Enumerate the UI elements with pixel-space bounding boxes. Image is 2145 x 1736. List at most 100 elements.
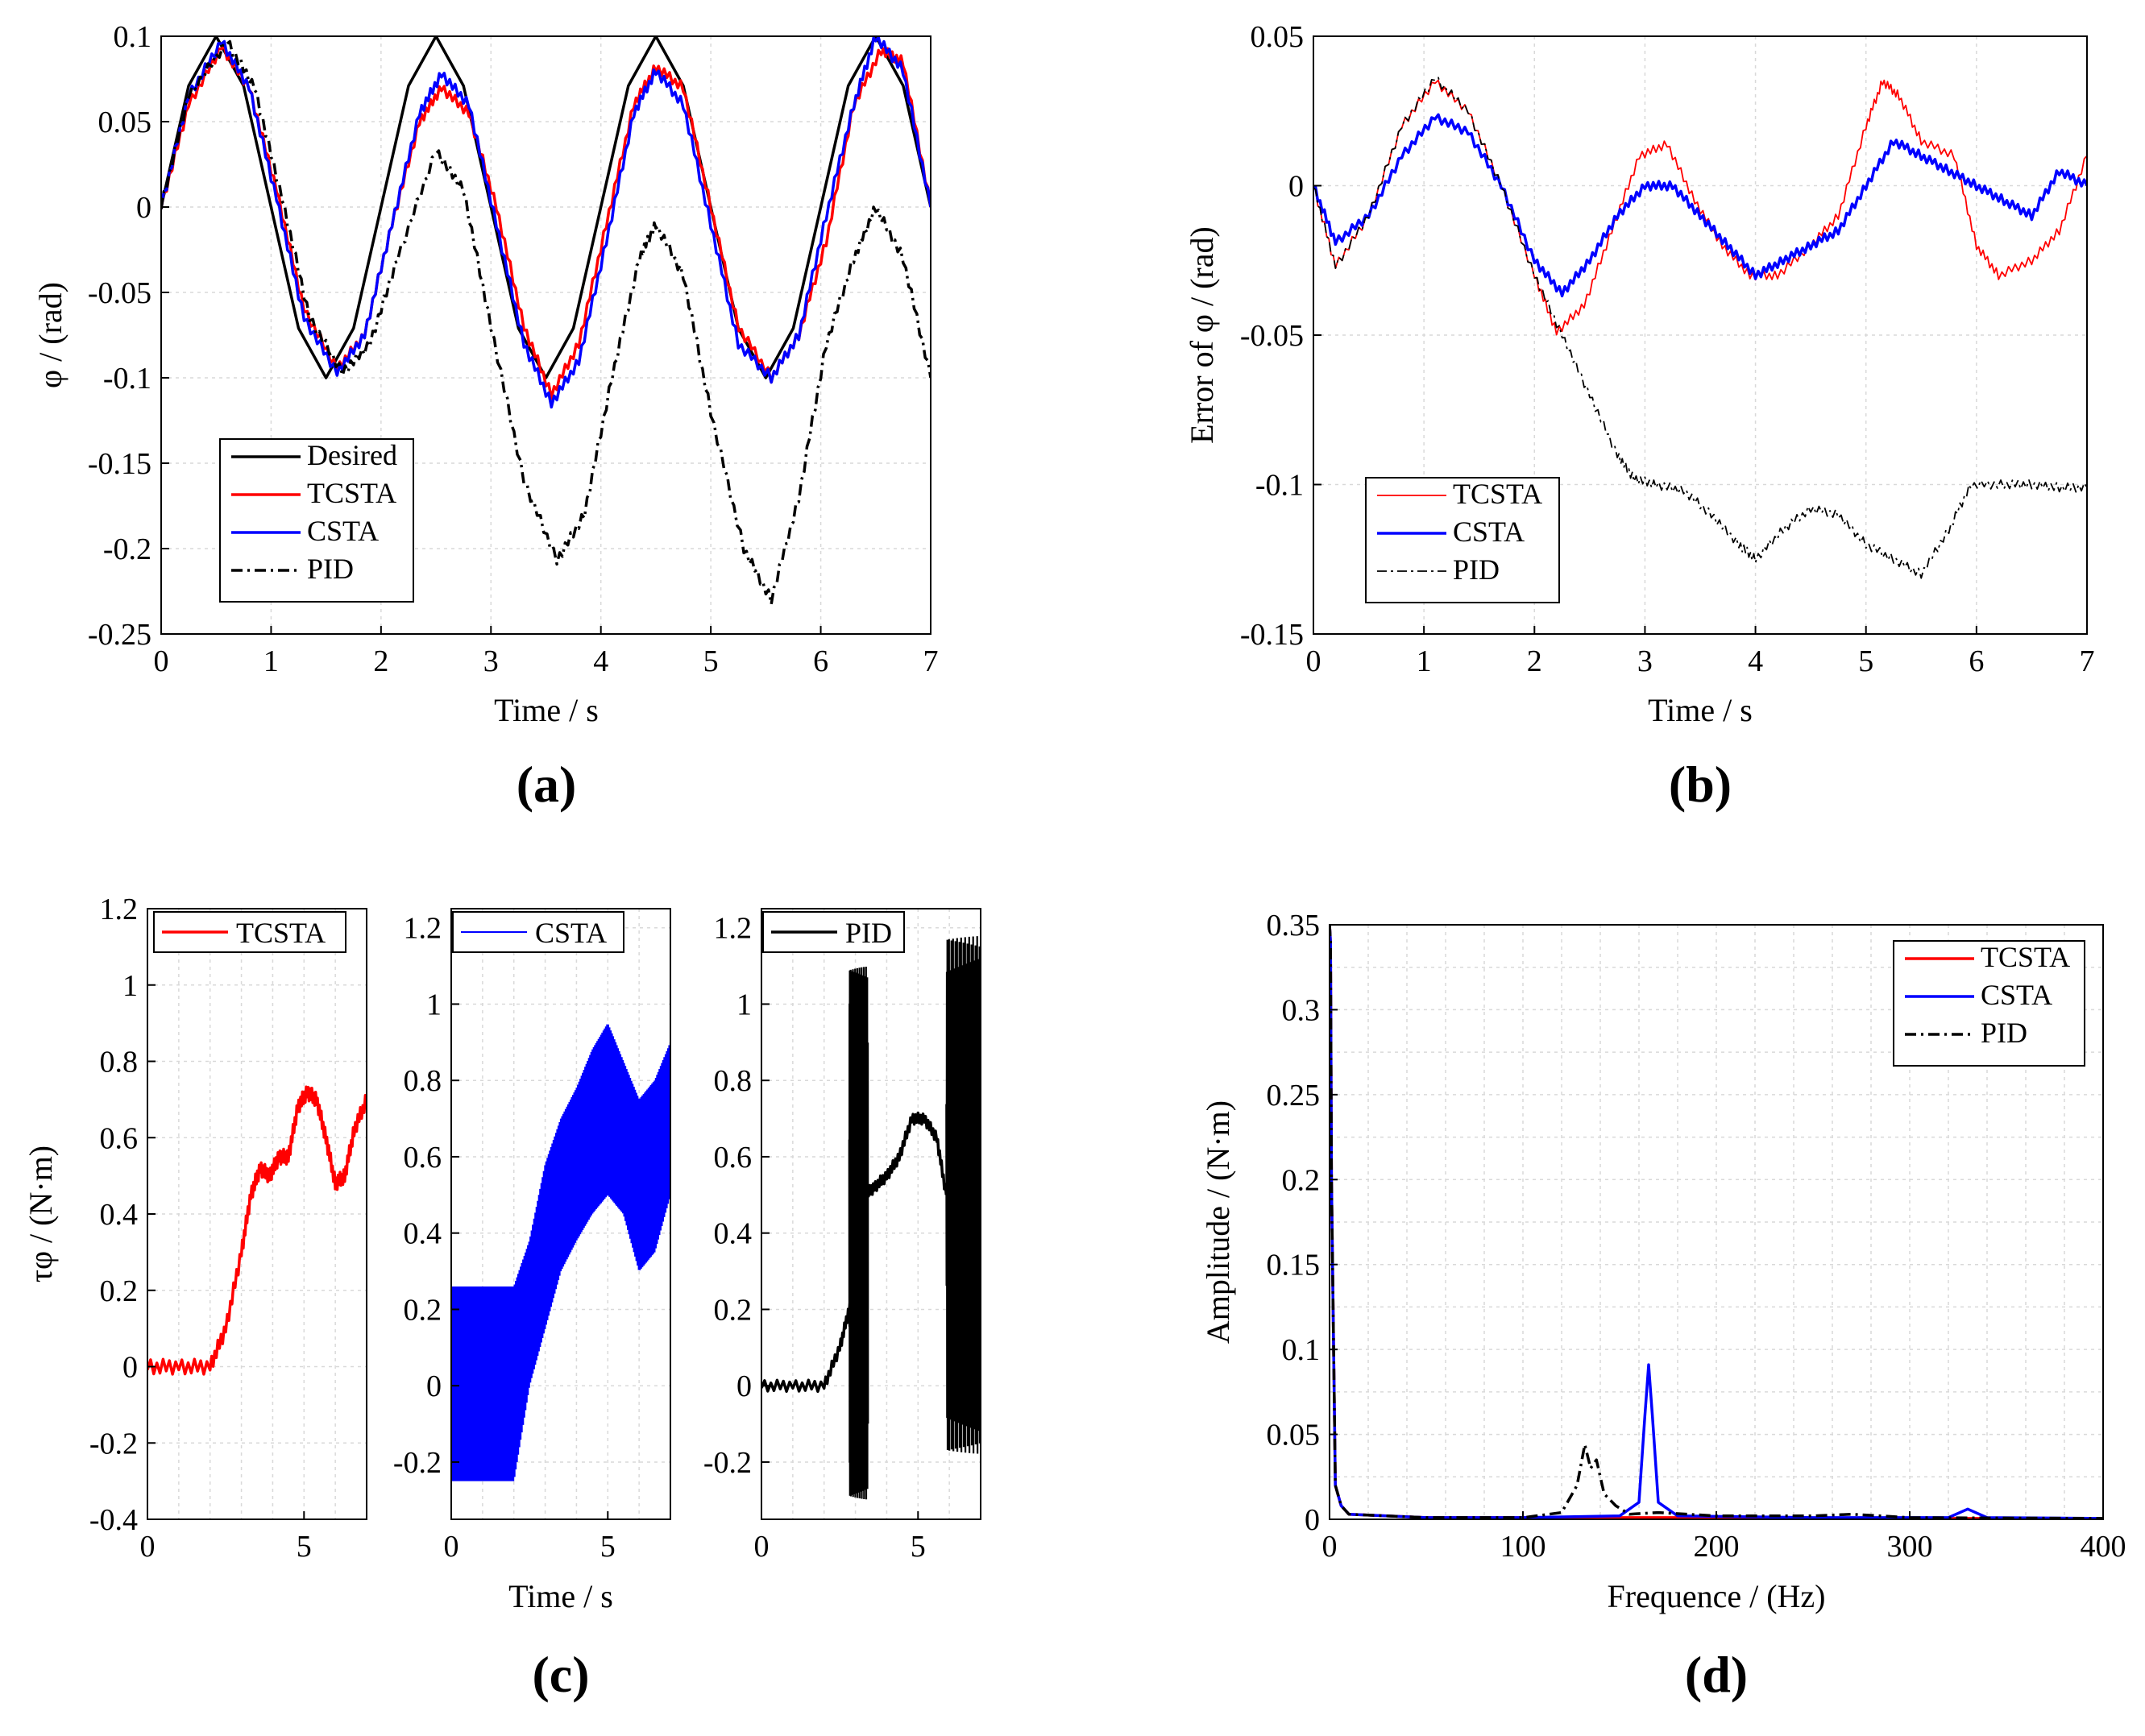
panel-label-a: (a) [517, 756, 577, 813]
chart-b-legend-label-csta: CSTA [1453, 516, 1525, 548]
chart-c-csta-legend-label: CSTA [535, 917, 607, 949]
chart-c-xlabel: Time / s [508, 1578, 613, 1614]
chart-d-xlabel: Frequence / (Hz) [1608, 1578, 1826, 1614]
chart-b-legend-box [1365, 477, 1560, 603]
chart-a-xtick-label-1: 1 [263, 644, 279, 678]
panel-label-c: (c) [532, 1646, 589, 1703]
chart-c-pid-ytick-label-1: 1 [736, 988, 752, 1021]
chart-a-ytick-label-5: -0.15 [88, 447, 151, 481]
chart-a-xlabel: Time / s [494, 692, 599, 728]
chart-c-tcsta-xtick-label-0: 0 [140, 1530, 156, 1564]
chart-c-ticks: 0 51.210.80.60.40.20-0.2-0.40 51.210.80.60… [89, 893, 926, 1564]
chart-b-series-tcsta [1313, 79, 2087, 336]
chart-b-ticks: 0 1 2 3 4 5 6 7 0.05 0 -0.05 -0.1 -0.15 [1240, 20, 2095, 678]
chart-a-series-csta [161, 36, 931, 409]
chart-a-ticks: 0 1 2 3 4 5 6 7 0.1 0.05 0 -0.05 -0.1 -0.15 -0.2 -0.25 [88, 20, 939, 678]
chart-b-xtick-label-0: 0 [1306, 644, 1321, 678]
chart-b-ytick-label-1: 0 [1288, 170, 1304, 204]
chart-b-xtick-label-2: 2 [1527, 644, 1542, 678]
chart-b-xtick-label-4: 4 [1748, 644, 1763, 678]
chart-b-ylabel: Error of φ / (rad) [1184, 226, 1220, 444]
chart-a-ytick-label-6: -0.2 [103, 532, 151, 566]
chart-d-xtick-label-4: 400 [2081, 1530, 2126, 1564]
chart-b-ytick-label-3: -0.1 [1255, 469, 1304, 503]
chart-d-ylabel: Amplitude / (N·m) [1200, 1100, 1236, 1344]
panel-label-b: (b) [1669, 756, 1732, 813]
chart-c-pid-legend-label: PID [845, 917, 892, 949]
chart-a-legend-label-csta: CSTA [307, 515, 379, 547]
chart-c-tcsta-legend-label: TCSTA [236, 917, 326, 949]
chart-d-ytick-label-0: 0.35 [1267, 909, 1321, 943]
chart-b: 0 1 2 3 4 5 6 7 0.05 0 -0.05 -0.1 -0.15 Time / s Err… [1184, 20, 2095, 813]
chart-d-xtick-label-1: 100 [1500, 1530, 1546, 1564]
chart-d: 0 100 200 300 400 0.35 0.3 0.25 0.2 0.15 0.1 0.050 … [1200, 909, 2126, 1703]
chart-d-series-pid [1330, 925, 2103, 1519]
chart-c-tcsta-ytick-label-4: 0.4 [100, 1198, 139, 1232]
chart-a-legend-box [219, 438, 414, 603]
chart-b-legend-label-tcsta: TCSTA [1453, 478, 1542, 510]
chart-d-legend: TCSTA CSTA PID [1893, 940, 2085, 1067]
chart-b-xtick-label-7: 7 [2080, 644, 2095, 678]
chart-d-legend-box [1893, 940, 2085, 1067]
chart-c: 0 51.210.80.60.40.20-0.2-0.40 51.210.80.60… [23, 893, 981, 1703]
chart-a-ytick-label-3: -0.05 [88, 276, 151, 310]
chart-b-xtick-label-6: 6 [1969, 644, 1984, 678]
chart-b-legend-label-pid: PID [1453, 553, 1500, 586]
chart-c-pid-ytick-label-6: 0 [736, 1369, 752, 1403]
chart-c-pid-series [761, 1111, 948, 1394]
chart-d-xtick-label-3: 300 [1887, 1530, 1933, 1564]
chart-c-pid-axes-box [761, 908, 981, 1520]
chart-c-ylabel: τφ / (N·m) [23, 1146, 59, 1282]
chart-d-ytick-label-1: 0.3 [1282, 993, 1321, 1027]
chart-b-ytick-label-0: 0.05 [1251, 20, 1305, 54]
chart-a-legend-label-pid: PID [307, 553, 354, 585]
chart-a-ylabel: φ / (rad) [32, 282, 68, 388]
chart-b-series [1313, 77, 2087, 579]
chart-c-csta-series [451, 1024, 670, 1481]
chart-c-tcsta-xtick-label-1: 5 [297, 1530, 312, 1564]
chart-b-series-pid [1313, 77, 2087, 579]
chart-a-ytick-label-2: 0 [136, 191, 151, 225]
chart-c-tcsta-ytick-label-5: 0.2 [100, 1274, 139, 1308]
chart-b-xtick-label-5: 5 [1858, 644, 1873, 678]
chart-c-csta-ytick-label-5: 0.2 [404, 1293, 442, 1327]
chart-a-ytick-label-0: 0.1 [114, 20, 152, 54]
chart-d-ytick-label-4: 0.15 [1267, 1249, 1321, 1282]
chart-a-xtick-label-4: 4 [593, 644, 608, 678]
chart-b-series-csta [1313, 113, 2087, 298]
chart-c-pid-ytick-label-5: 0.2 [714, 1293, 753, 1327]
chart-d-ytick-label-3: 0.2 [1282, 1163, 1321, 1197]
chart-c-tcsta-ytick-label-3: 0.6 [100, 1121, 139, 1155]
chart-d-ytick-label-6: 0.05 [1267, 1419, 1321, 1452]
chart-c-series [147, 936, 981, 1500]
chart-c-tcsta-ytick-label-7: -0.2 [89, 1427, 138, 1460]
chart-a-series-tcsta [161, 44, 931, 400]
chart-c-legend: TCSTA CSTA PID [153, 911, 905, 953]
chart-c-csta-ytick-label-1: 1 [426, 988, 442, 1021]
chart-b-xtick-label-1: 1 [1417, 644, 1432, 678]
chart-c-tcsta-ytick-label-1: 1 [122, 969, 138, 1003]
chart-c-pid-ytick-label-0: 1.2 [714, 912, 753, 946]
chart-b-xlabel: Time / s [1648, 692, 1753, 728]
chart-a: 0 1 2 3 4 5 6 70.10.050-0.05-0.1-0.15-0.2-0.25 … [32, 20, 939, 813]
chart-c-csta-ytick-label-2: 0.8 [404, 1064, 442, 1098]
chart-c-pid-ytick-label-3: 0.6 [714, 1141, 753, 1175]
chart-c-pid-oscillation-1 [945, 936, 981, 1454]
chart-c-csta-xtick-label-0: 0 [444, 1530, 459, 1564]
chart-c-csta-ytick-label-4: 0.4 [404, 1217, 442, 1251]
chart-a-series-pid [161, 39, 931, 606]
chart-d-grid [1329, 925, 2104, 1520]
chart-a-series [161, 36, 931, 606]
chart-a-xtick-label-0: 0 [154, 644, 169, 678]
chart-d-xtick-label-0: 0 [1322, 1530, 1338, 1564]
chart-b-legend: TCSTA CSTA PID [1365, 477, 1560, 603]
chart-a-xtick-label-3: 3 [483, 644, 499, 678]
chart-d-ytick-label-2: 0.25 [1267, 1079, 1321, 1112]
chart-c-tcsta-ytick-label-0: 1.2 [100, 893, 139, 926]
chart-a-ytick-label-1: 0.05 [98, 106, 152, 139]
chart-a-ytick-label-4: -0.1 [103, 362, 151, 396]
chart-c-csta-ytick-label-3: 0.6 [404, 1141, 442, 1175]
chart-d-ytick-label-5: 0.1 [1282, 1333, 1321, 1367]
chart-d-ytick-label-7: 0 [1305, 1503, 1320, 1537]
